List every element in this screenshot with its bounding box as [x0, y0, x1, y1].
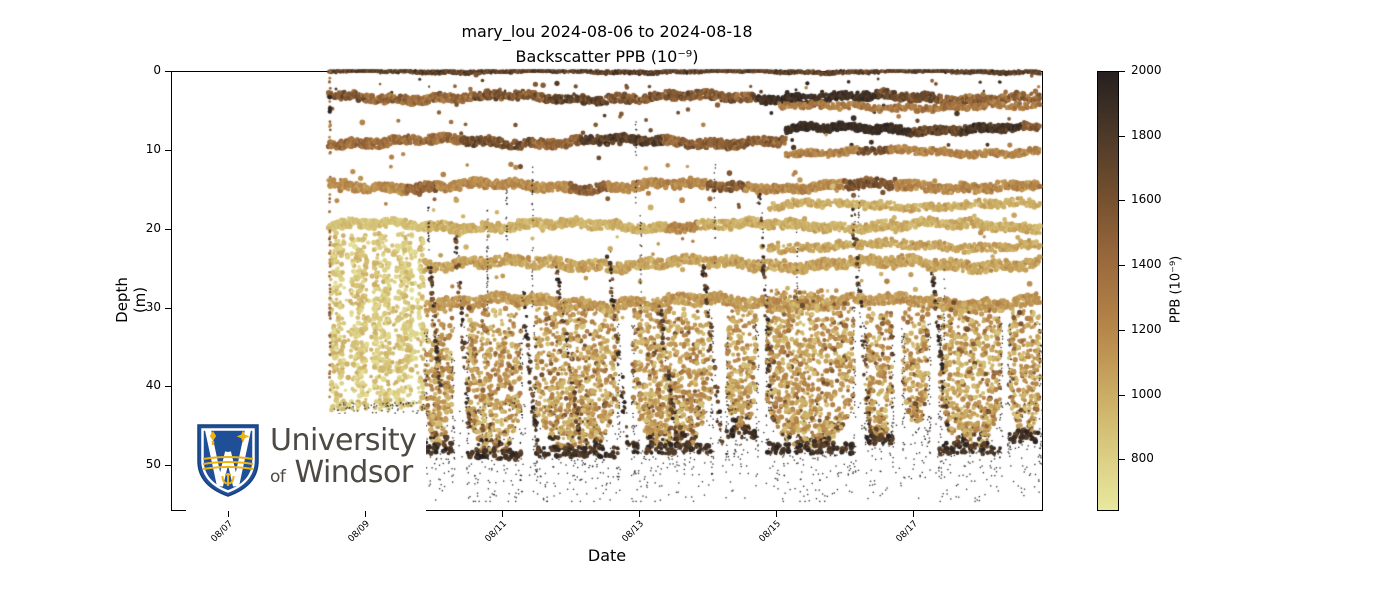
colorbar-tick-mark [1119, 200, 1125, 202]
colorbar-tick-mark [1119, 71, 1125, 72]
y-tick-label: 20 [145, 220, 161, 235]
colorbar-tick-label: 2000 [1131, 63, 1162, 77]
y-tick-label: 30 [145, 299, 161, 314]
y-tick-label: 10 [145, 141, 161, 156]
x-tick-label: 08/13 [620, 519, 646, 545]
x-tick-label: 08/17 [894, 519, 920, 545]
x-tick-mark [775, 511, 777, 517]
x-tick-mark [364, 511, 366, 517]
x-tick-label: 08/09 [346, 519, 372, 545]
colorbar [1097, 71, 1119, 511]
colorbar-tick-mark [1119, 394, 1125, 396]
y-tick-label: 40 [145, 378, 161, 393]
colorbar-label: PPB (10⁻⁹) [1168, 255, 1184, 324]
y-tick-mark [165, 386, 171, 388]
y-tick-mark [165, 228, 171, 230]
y-tick-mark [165, 465, 171, 467]
x-tick-mark [227, 511, 229, 517]
logo-line1: University [270, 423, 417, 458]
colorbar-tick-label: 1800 [1131, 127, 1162, 142]
x-tick-label: 08/07 [209, 519, 235, 545]
colorbar-tick-mark [1119, 459, 1125, 461]
uwindsor-wordmark: University of Windsor [270, 423, 417, 488]
figure-title: mary_lou 2024-08-06 to 2024-08-18 [461, 22, 753, 41]
x-tick-mark [638, 511, 640, 517]
x-tick-label: 08/11 [483, 519, 509, 545]
uwindsor-shield-icon [197, 424, 259, 497]
colorbar-tick-label: 1000 [1131, 386, 1162, 401]
y-tick-mark [165, 71, 171, 72]
colorbar-tick-mark [1119, 135, 1125, 137]
y-tick-label: 50 [145, 457, 161, 472]
colorbar-tick-label: 1600 [1131, 192, 1162, 207]
colorbar-tick-label: 1200 [1131, 321, 1162, 336]
y-tick-mark [165, 149, 171, 151]
x-tick-mark [912, 511, 914, 517]
y-tick-mark [165, 307, 171, 309]
logo-windsor: Windsor [294, 455, 413, 490]
figure-subtitle: Backscatter PPB (10⁻⁹) [515, 47, 699, 66]
colorbar-tick-label: 1400 [1131, 257, 1162, 272]
x-tick-mark [501, 511, 503, 517]
y-tick-label: 0 [153, 63, 161, 77]
logo-of: of [270, 467, 286, 487]
uwindsor-logo: University of Windsor [186, 414, 426, 511]
colorbar-tick-label: 800 [1131, 451, 1154, 466]
logo-line2: of Windsor [270, 458, 416, 488]
colorbar-tick-mark [1119, 265, 1125, 267]
x-axis-label: Date [587, 546, 627, 565]
x-tick-label: 08/15 [757, 519, 783, 545]
colorbar-tick-mark [1119, 329, 1125, 331]
